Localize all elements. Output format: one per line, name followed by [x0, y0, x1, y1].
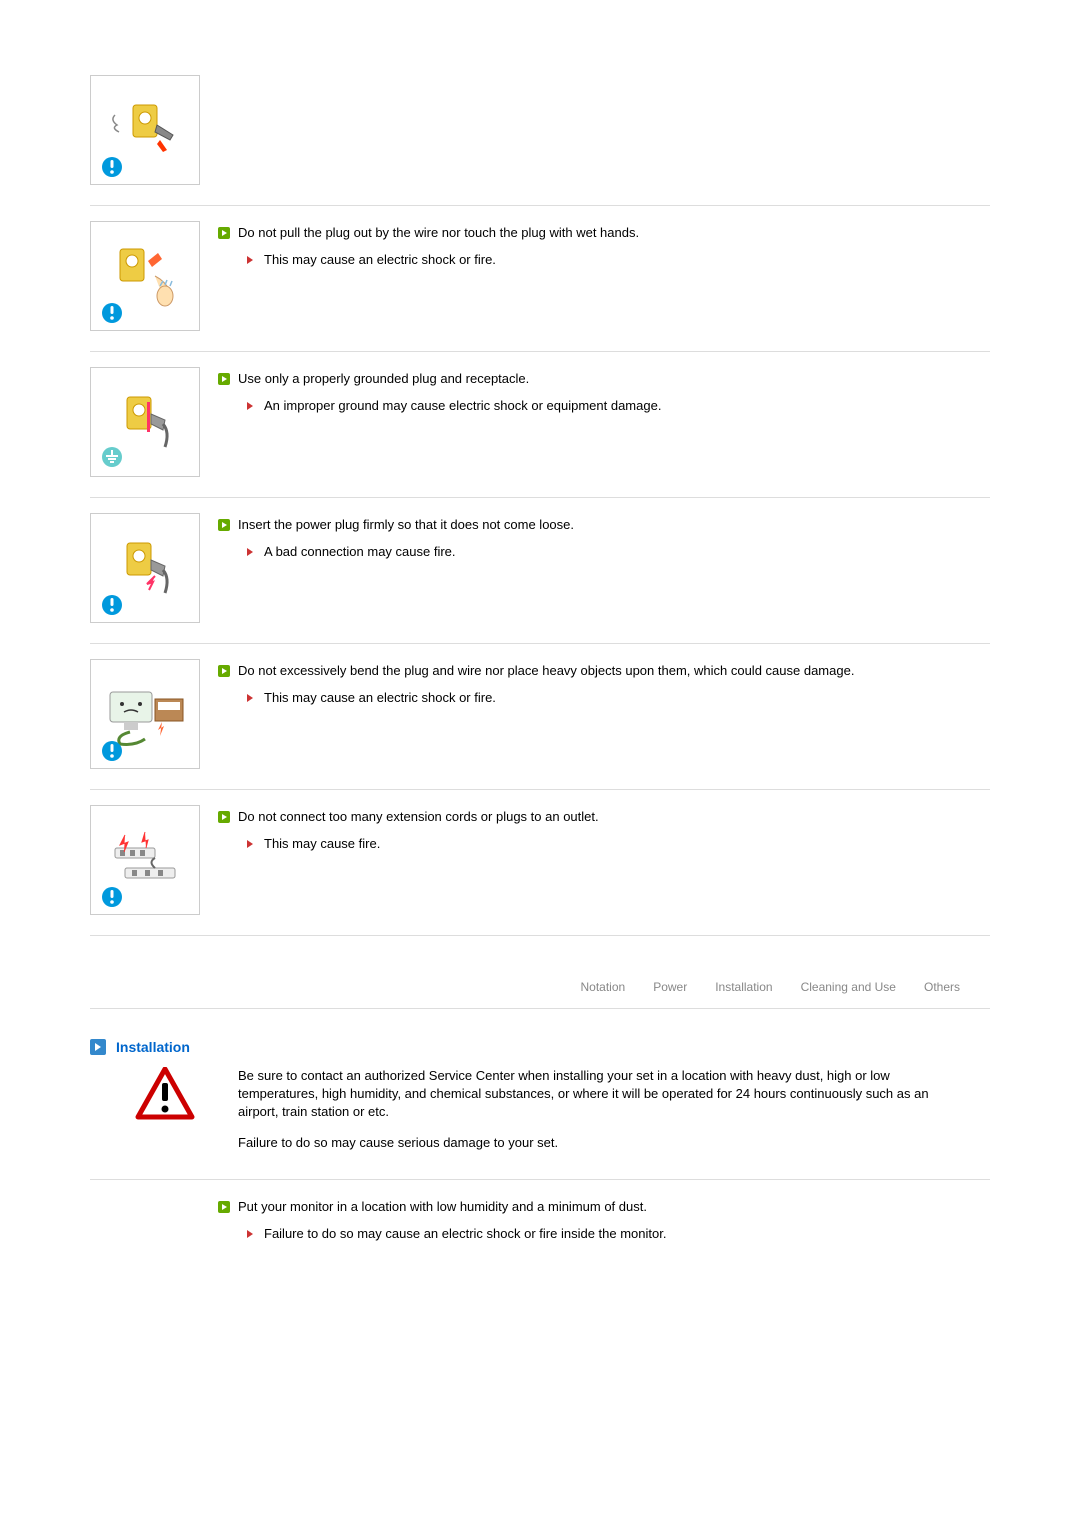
safety-main-text: Do not connect too many extension cords … [238, 809, 599, 824]
arrow-icon [246, 255, 254, 265]
safety-sub-text: An improper ground may cause electric sh… [264, 398, 661, 413]
arrow-icon [246, 401, 254, 411]
safety-item-2: Use only a properly grounded plug and re… [90, 352, 990, 497]
arrow-icon [246, 547, 254, 557]
safety-content-3: Insert the power plug firmly so that it … [218, 513, 990, 567]
safety-item-4: Do not excessively bend the plug and wir… [90, 644, 990, 789]
install-item-1: Put your monitor in a location with low … [90, 1180, 990, 1325]
warning-triangle-icon [110, 1067, 220, 1122]
safety-content-5: Do not connect too many extension cords … [218, 805, 990, 859]
safety-illustration-3 [90, 513, 200, 623]
installation-intro: Be sure to contact an authorized Service… [90, 1067, 990, 1179]
install-sub-text: Failure to do so may cause an electric s… [264, 1226, 666, 1241]
safety-main-text: Do not excessively bend the plug and wir… [238, 663, 854, 678]
safety-content-2: Use only a properly grounded plug and re… [218, 367, 990, 421]
arrow-icon [246, 839, 254, 849]
divider [90, 935, 990, 936]
safety-sub-text: This may cause an electric shock or fire… [264, 690, 496, 705]
intro-paragraph-2: Failure to do so may cause serious damag… [238, 1134, 960, 1152]
nav-link-power[interactable]: Power [653, 980, 687, 994]
safety-main-text: Do not pull the plug out by the wire nor… [238, 225, 639, 240]
safety-main-text: Use only a properly grounded plug and re… [238, 371, 529, 386]
safety-item-1: Do not pull the plug out by the wire nor… [90, 206, 990, 351]
bullet-icon [218, 811, 230, 823]
arrow-icon [246, 693, 254, 703]
safety-illustration-4 [90, 659, 200, 769]
safety-sub-text: This may cause an electric shock or fire… [264, 252, 496, 267]
section-header-icon [90, 1039, 106, 1055]
safety-sub-text: A bad connection may cause fire. [264, 544, 456, 559]
intro-paragraph-1: Be sure to contact an authorized Service… [238, 1067, 960, 1122]
bullet-icon [218, 1201, 230, 1213]
bullet-icon [218, 227, 230, 239]
bullet-icon [218, 373, 230, 385]
section-nav: Notation Power Installation Cleaning and… [90, 966, 990, 1009]
bullet-icon [218, 665, 230, 677]
safety-illustration-1 [90, 221, 200, 331]
safety-item-5: Do not connect too many extension cords … [90, 790, 990, 935]
safety-main-text: Insert the power plug firmly so that it … [238, 517, 574, 532]
install-main-text: Put your monitor in a location with low … [238, 1199, 647, 1214]
section-title: Installation [116, 1039, 190, 1055]
safety-illustration-2 [90, 367, 200, 477]
nav-link-cleaning[interactable]: Cleaning and Use [801, 980, 896, 994]
safety-sub-text: This may cause fire. [264, 836, 380, 851]
installation-intro-text: Be sure to contact an authorized Service… [238, 1067, 990, 1164]
install-illustration-placeholder [90, 1195, 200, 1305]
bullet-icon [218, 519, 230, 531]
safety-item-3: Insert the power plug firmly so that it … [90, 498, 990, 643]
nav-link-installation[interactable]: Installation [715, 980, 772, 994]
install-content-1: Put your monitor in a location with low … [218, 1195, 990, 1249]
safety-illustration-5 [90, 805, 200, 915]
safety-content-1: Do not pull the plug out by the wire nor… [218, 221, 990, 275]
arrow-icon [246, 1229, 254, 1239]
section-header-installation: Installation [90, 1039, 990, 1055]
nav-link-notation[interactable]: Notation [580, 980, 625, 994]
safety-item-0 [90, 60, 990, 205]
safety-illustration-0 [90, 75, 200, 185]
safety-content-4: Do not excessively bend the plug and wir… [218, 659, 990, 713]
nav-link-others[interactable]: Others [924, 980, 960, 994]
